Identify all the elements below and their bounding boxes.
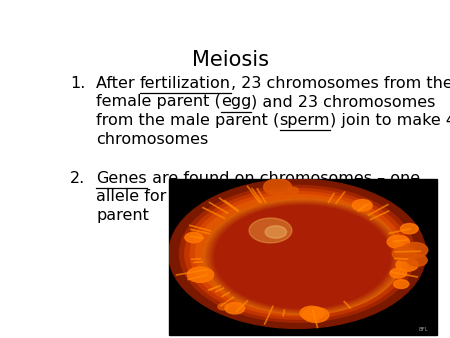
Text: allele for each gene pair comes from each: allele for each gene pair comes from eac…: [96, 189, 436, 204]
Text: 2.: 2.: [70, 171, 86, 186]
Circle shape: [208, 202, 397, 312]
Circle shape: [206, 201, 399, 313]
Circle shape: [210, 203, 396, 311]
Circle shape: [187, 267, 214, 282]
Circle shape: [208, 202, 397, 312]
Circle shape: [185, 233, 202, 243]
Circle shape: [180, 185, 415, 322]
Circle shape: [213, 205, 392, 309]
Circle shape: [265, 226, 287, 238]
Circle shape: [204, 200, 401, 314]
Text: , 23 chromosomes from the: , 23 chromosomes from the: [231, 76, 450, 91]
Text: Genes: Genes: [96, 171, 147, 186]
Circle shape: [215, 206, 391, 308]
Circle shape: [169, 179, 426, 329]
Circle shape: [214, 206, 391, 308]
Circle shape: [209, 202, 396, 311]
Circle shape: [207, 201, 399, 313]
Circle shape: [214, 206, 391, 308]
Circle shape: [205, 200, 400, 314]
Circle shape: [303, 307, 329, 322]
Text: Meiosis: Meiosis: [192, 50, 269, 70]
Circle shape: [211, 204, 394, 310]
Text: parent: parent: [96, 208, 149, 223]
Circle shape: [212, 204, 394, 310]
Circle shape: [204, 199, 401, 314]
Circle shape: [300, 306, 324, 320]
Circle shape: [204, 200, 401, 314]
Circle shape: [212, 204, 393, 309]
Circle shape: [215, 206, 390, 308]
Text: ) join to make 46: ) join to make 46: [330, 113, 450, 128]
Circle shape: [210, 203, 395, 311]
Circle shape: [203, 199, 402, 314]
Circle shape: [396, 259, 418, 271]
Circle shape: [208, 202, 397, 312]
Text: are found on chromosomes – one: are found on chromosomes – one: [147, 171, 420, 186]
Circle shape: [213, 205, 392, 309]
Circle shape: [225, 303, 245, 314]
Circle shape: [206, 200, 400, 313]
Text: fertilization: fertilization: [140, 76, 231, 91]
Circle shape: [216, 206, 390, 308]
Circle shape: [207, 202, 398, 312]
Circle shape: [407, 255, 427, 266]
Circle shape: [212, 204, 393, 309]
Circle shape: [352, 199, 372, 211]
Text: sperm: sperm: [279, 113, 330, 128]
Circle shape: [214, 205, 392, 309]
Text: chromosomes: chromosomes: [96, 132, 209, 147]
Circle shape: [288, 187, 298, 194]
Circle shape: [207, 201, 399, 313]
Circle shape: [215, 206, 390, 308]
Circle shape: [195, 195, 399, 313]
Circle shape: [207, 201, 398, 312]
Circle shape: [213, 205, 392, 309]
Text: female parent (: female parent (: [96, 94, 221, 110]
Circle shape: [209, 203, 396, 311]
Circle shape: [390, 268, 407, 278]
Circle shape: [402, 242, 428, 258]
Circle shape: [392, 247, 416, 261]
Circle shape: [218, 303, 229, 310]
Circle shape: [357, 203, 372, 212]
Text: egg: egg: [221, 94, 252, 110]
Circle shape: [207, 201, 398, 312]
Circle shape: [190, 192, 405, 316]
Circle shape: [205, 200, 400, 314]
Text: 1.: 1.: [70, 76, 86, 91]
Circle shape: [400, 223, 418, 234]
Circle shape: [206, 201, 400, 313]
Text: After: After: [96, 76, 140, 91]
Circle shape: [209, 202, 396, 311]
Text: BFL: BFL: [418, 327, 428, 332]
Circle shape: [185, 189, 410, 319]
Circle shape: [387, 235, 410, 248]
Circle shape: [211, 203, 395, 310]
Circle shape: [212, 204, 394, 310]
Circle shape: [212, 204, 393, 310]
Text: ) and 23 chromosomes: ) and 23 chromosomes: [252, 94, 436, 110]
Circle shape: [249, 218, 292, 243]
Text: from the male parent (: from the male parent (: [96, 113, 279, 128]
Circle shape: [211, 203, 395, 310]
Circle shape: [264, 179, 292, 195]
Circle shape: [394, 280, 409, 288]
